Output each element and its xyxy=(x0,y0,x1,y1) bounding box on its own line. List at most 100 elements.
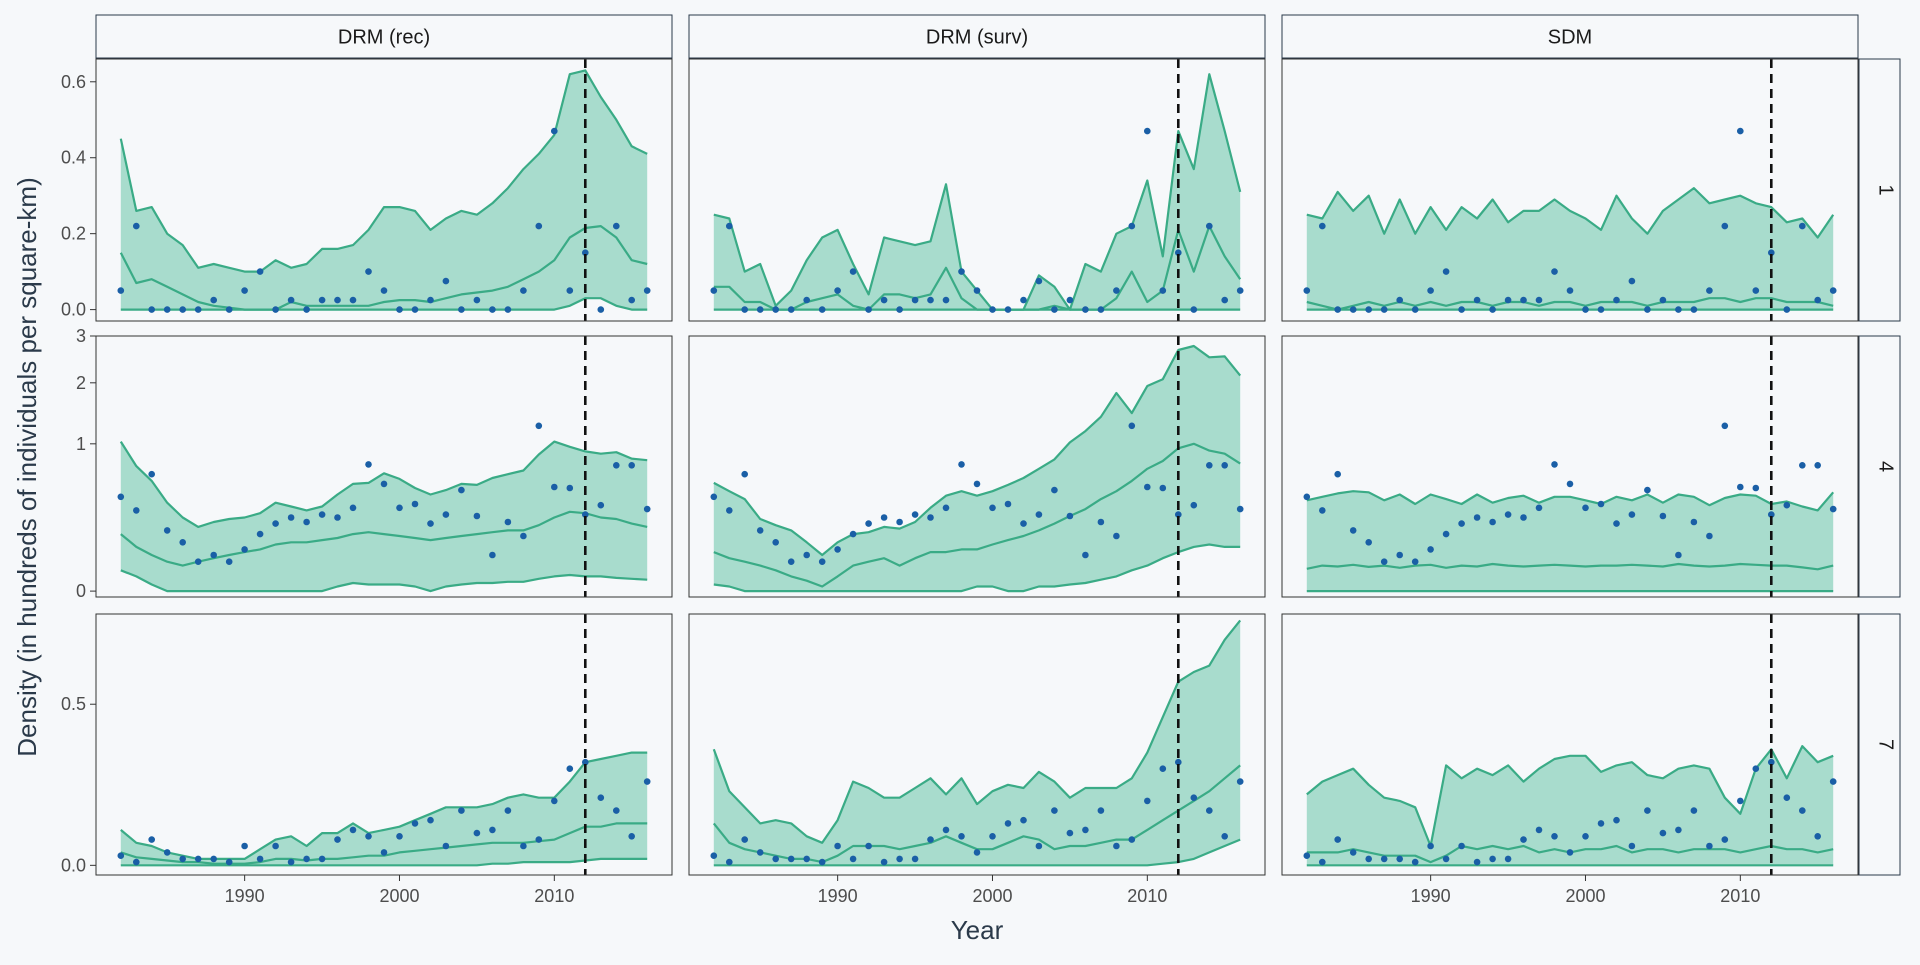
observed-point xyxy=(163,527,171,534)
observed-point xyxy=(710,493,718,501)
observed-point xyxy=(1097,306,1105,313)
observed-point xyxy=(1159,484,1167,492)
observed-point xyxy=(194,306,202,313)
observed-point xyxy=(1597,820,1605,827)
observed-point xyxy=(458,486,465,494)
observed-point xyxy=(1066,512,1074,520)
observed-point xyxy=(1752,484,1760,492)
x-tick-label: 2000 xyxy=(972,886,1012,906)
upper-line-3 xyxy=(119,440,648,528)
observed-point xyxy=(179,855,186,863)
observed-point xyxy=(1411,858,1419,866)
observed-point xyxy=(1082,551,1089,559)
observed-point xyxy=(1458,306,1465,313)
observed-point xyxy=(1458,842,1465,850)
observed-point xyxy=(1411,306,1419,313)
observed-point xyxy=(1628,511,1636,518)
observed-point xyxy=(1051,306,1058,313)
observed-point xyxy=(989,504,996,512)
observed-point xyxy=(582,249,589,256)
observed-point xyxy=(148,306,155,313)
observed-point xyxy=(1334,306,1341,313)
observed-point xyxy=(710,852,718,859)
observed-point xyxy=(520,532,527,540)
observed-point xyxy=(1675,306,1682,313)
observed-point xyxy=(613,222,620,230)
observed-point xyxy=(241,287,248,294)
observed-point xyxy=(787,855,795,863)
observed-point xyxy=(396,833,403,840)
mid-line-3 xyxy=(120,510,648,567)
observed-point xyxy=(818,306,826,313)
observed-point xyxy=(473,296,481,304)
observed-point xyxy=(1159,287,1167,294)
strip-label-2: SDM xyxy=(1548,27,1592,49)
observed-point xyxy=(380,480,388,488)
observed-point xyxy=(1128,422,1136,430)
observed-point xyxy=(772,306,779,313)
observed-point xyxy=(1675,826,1682,834)
observed-point xyxy=(318,511,326,518)
observed-point xyxy=(787,558,795,565)
observed-point xyxy=(1113,532,1120,540)
observed-point xyxy=(834,287,841,294)
observed-point xyxy=(597,306,605,313)
observed-point xyxy=(1442,530,1450,538)
observed-point xyxy=(334,296,341,304)
observed-point xyxy=(643,287,651,294)
observed-point xyxy=(741,470,748,478)
observed-point xyxy=(1690,518,1698,526)
observed-point xyxy=(1644,807,1651,814)
observed-point xyxy=(117,287,125,294)
strip-label-0: DRM (rec) xyxy=(338,27,430,49)
panel-border-2 xyxy=(1281,58,1859,322)
y-tick-label: 3 xyxy=(76,326,86,346)
observed-point xyxy=(1442,268,1450,275)
ribbon-area-1 xyxy=(713,74,1241,310)
observed-point xyxy=(1175,758,1182,766)
observed-point xyxy=(1504,511,1512,518)
observed-point xyxy=(1783,794,1791,801)
observed-point xyxy=(896,855,903,863)
observed-point xyxy=(973,480,981,488)
lower-line-7 xyxy=(713,838,1241,867)
observed-point xyxy=(756,306,764,313)
observed-point xyxy=(1551,833,1558,840)
observed-point xyxy=(865,306,872,313)
observed-point xyxy=(442,842,450,850)
observed-point xyxy=(225,558,233,565)
observed-point xyxy=(726,222,733,230)
observed-point xyxy=(1236,778,1244,785)
observed-point xyxy=(1221,462,1228,469)
strip-row-label-2: 7 xyxy=(1875,739,1897,750)
observed-point xyxy=(1303,287,1311,294)
observed-point xyxy=(179,539,186,546)
observed-point xyxy=(1236,505,1244,513)
observed-point xyxy=(303,855,310,863)
observed-point xyxy=(958,268,965,275)
observed-point xyxy=(1473,858,1481,866)
panel-border-8 xyxy=(1281,613,1859,876)
observed-point xyxy=(1396,551,1403,559)
observed-point xyxy=(148,470,155,478)
observed-point xyxy=(1659,296,1667,304)
ribbon-area-6 xyxy=(120,752,648,866)
observed-point xyxy=(896,306,903,313)
observed-point xyxy=(411,820,419,827)
observed-point xyxy=(1458,520,1465,527)
observed-point xyxy=(756,527,764,534)
observed-point xyxy=(1221,296,1228,304)
observed-point xyxy=(318,296,326,304)
observed-point xyxy=(880,514,888,521)
observed-point xyxy=(1814,462,1821,469)
strip-header-0 xyxy=(95,14,673,59)
observed-point xyxy=(958,833,965,840)
observed-point xyxy=(1396,296,1403,304)
observed-point xyxy=(741,836,748,843)
observed-point xyxy=(163,849,171,856)
ribbon-area-3 xyxy=(120,441,648,592)
observed-point xyxy=(1613,816,1620,824)
panel-border-0 xyxy=(95,58,673,322)
observed-point xyxy=(1829,778,1837,785)
